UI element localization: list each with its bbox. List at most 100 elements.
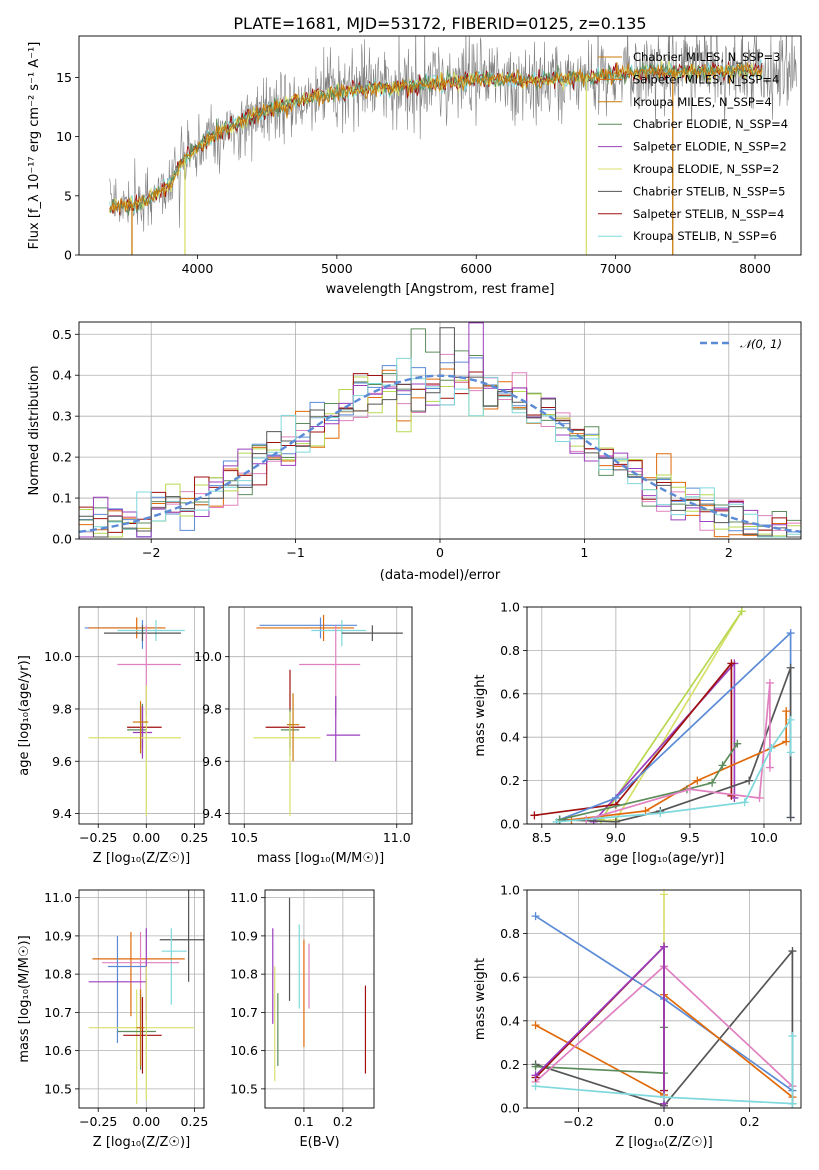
y-tick-label: 1.0 — [500, 883, 520, 898]
axes-frame — [264, 889, 375, 1109]
axes-frame — [526, 606, 802, 825]
errorbar-point — [104, 625, 181, 641]
x-tick-label: −2 — [142, 545, 160, 560]
series-marker — [611, 793, 620, 802]
series-marker — [727, 659, 736, 668]
y-tick-label: 10.6 — [230, 1043, 258, 1058]
series-marker — [765, 763, 774, 772]
series-marker — [737, 607, 746, 616]
series-marker — [786, 748, 795, 757]
errorbar-point — [107, 935, 147, 1043]
y-tick-label: 9.8 — [202, 701, 222, 716]
errorbar-point — [253, 711, 321, 817]
series-marker — [718, 761, 727, 770]
gridlines — [79, 607, 204, 824]
y-tick-label: 0.4 — [500, 1013, 520, 1028]
y-tick-label: 0.6 — [500, 686, 520, 701]
chart-age-vs-mass: 10.5 11.0 9.4 9.6 9.8 10.0 mass [log₁₀(M/M☉)] — [194, 606, 413, 866]
x-tick-label: 2 — [725, 545, 733, 560]
errorbar-point — [92, 932, 185, 1017]
legend-label: Kroupa ELODIE, N_SSP=2 — [633, 162, 779, 176]
series-marker — [552, 817, 561, 824]
plot-area — [88, 890, 204, 1105]
series-marker — [531, 1071, 540, 1080]
series-marker — [660, 890, 668, 899]
y-tick-label: 11.0 — [230, 890, 258, 905]
x-tick-label: 5000 — [321, 261, 353, 276]
axes-frame — [78, 35, 802, 256]
y-tick-label: 0.0 — [500, 1101, 520, 1116]
y-tick-label: 9.8 — [52, 701, 72, 716]
mass-weight-series — [597, 607, 746, 824]
residual-histogram — [79, 327, 801, 539]
series-marker — [786, 813, 795, 822]
errorbar-point — [341, 625, 403, 641]
errorbar-point — [286, 693, 300, 762]
errorbar-point — [159, 890, 204, 982]
y-axis-label: Normed distribution — [27, 366, 42, 496]
y-axis-label: mass weight — [473, 674, 488, 756]
x-tick-label: −0.25 — [79, 1114, 117, 1129]
legend-label: Salpeter STELIB, N_SSP=4 — [633, 207, 784, 221]
series-marker — [531, 912, 540, 921]
legend-label: Chabrier ELODIE, N_SSP=4 — [633, 117, 788, 131]
chart-mass-vs-ebv: 0.1 0.2 10.5 10.6 10.7 10.8 10.9 11.0 E(B-V) — [230, 889, 375, 1150]
series-line — [535, 1036, 794, 1105]
series-marker — [782, 737, 791, 746]
series-marker — [530, 811, 539, 820]
y-tick-label: 0.5 — [52, 327, 72, 342]
y-tick-label: 9.6 — [202, 754, 222, 769]
x-tick-label: 11.0 — [383, 830, 411, 845]
plot-area — [79, 322, 801, 539]
x-tick-label: 0 — [436, 545, 444, 560]
x-tick-label: 0.1 — [294, 1114, 314, 1129]
y-tick-label: 10.0 — [194, 649, 222, 664]
errorbar-point — [123, 997, 162, 1074]
x-tick-label: 8000 — [739, 261, 771, 276]
plot-area — [272, 897, 367, 1082]
y-axis-label: mass weight — [473, 958, 488, 1040]
legend-label: Salpeter ELODIE, N_SSP=2 — [633, 140, 787, 154]
y-tick-label: 10.0 — [44, 649, 72, 664]
y-tick-label: 15 — [56, 70, 72, 85]
y-tick-label: 1.0 — [500, 600, 520, 615]
normal-curve — [79, 374, 801, 533]
x-tick-label: 9.0 — [606, 830, 626, 845]
series-marker — [755, 793, 764, 802]
y-tick-label: 10.7 — [230, 1005, 258, 1020]
page-title: PLATE=1681, MJD=53172, FIBERID=0125, z=0… — [233, 14, 646, 33]
x-tick-label: 0.25 — [180, 830, 208, 845]
series-line — [559, 667, 792, 823]
x-axis-label: Z [log₁₀(Z/Z☉)] — [615, 1135, 712, 1150]
plot-area — [531, 890, 797, 1108]
series-marker — [531, 1021, 540, 1030]
x-tick-label: 10.5 — [230, 830, 258, 845]
model-spectrum — [109, 62, 763, 213]
errorbar-point — [127, 706, 162, 749]
x-axis-label: age [log₁₀(age/yr)] — [604, 851, 725, 866]
errorbar-point — [132, 701, 149, 754]
legend-label: Kroupa STELIB, N_SSP=6 — [633, 229, 777, 243]
series-marker — [740, 798, 749, 807]
series-marker — [733, 739, 742, 748]
chart-mass-vs-z: −0.25 0.00 0.25 10.5 10.6 10.7 10.8 10.9 11.0 Z [… — [17, 889, 208, 1150]
y-tick-label: 0.4 — [500, 730, 520, 745]
series-marker — [531, 1062, 540, 1071]
y-tick-label: 10.9 — [230, 928, 258, 943]
errorbar-point — [136, 989, 145, 1066]
y-tick-label: 9.6 — [52, 754, 72, 769]
legend: Chabrier MILES, N_SSP=3 Salpeter MILES, N… — [598, 50, 788, 243]
errorbar-point — [161, 928, 187, 1005]
series-marker — [788, 947, 797, 956]
legend-label: Salpeter MILES, N_SSP=4 — [633, 72, 779, 86]
series-marker — [765, 678, 774, 687]
series-marker — [660, 1093, 668, 1102]
y-tick-label: 10.5 — [230, 1081, 258, 1096]
mass-weight-series — [555, 739, 742, 824]
x-tick-label: −0.2 — [563, 1114, 593, 1129]
series-marker — [693, 776, 702, 785]
x-tick-label: 1 — [580, 545, 588, 560]
x-tick-label: 8.5 — [532, 830, 552, 845]
y-axis-label: mass [log₁₀(M/M☉)] — [17, 935, 32, 1062]
gridlines — [79, 890, 204, 1108]
